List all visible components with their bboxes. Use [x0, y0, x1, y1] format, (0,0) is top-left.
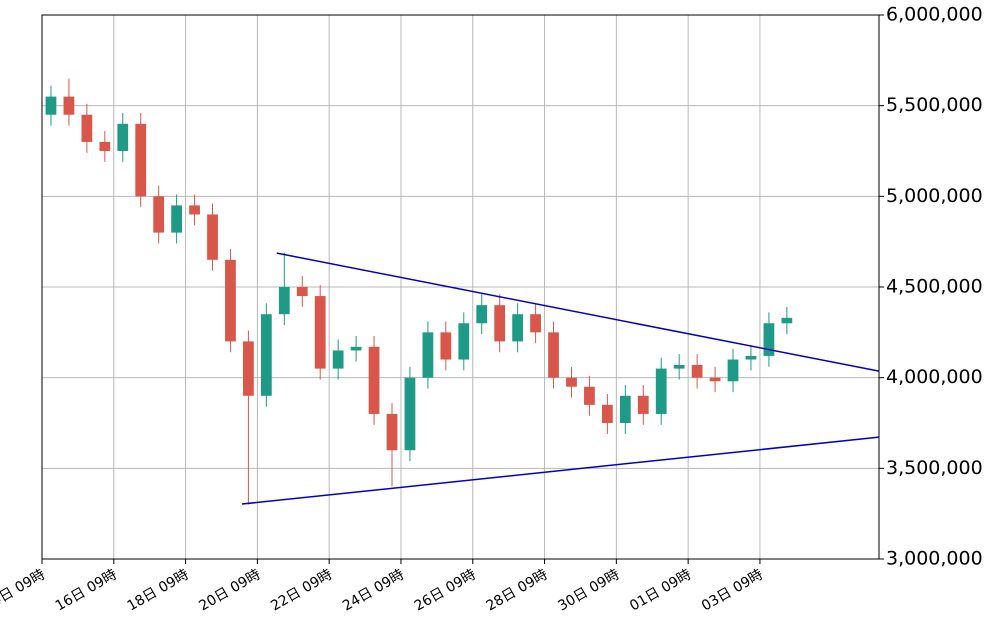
candle-body	[332, 350, 344, 369]
candle-body	[494, 305, 506, 342]
candle-body	[727, 359, 739, 382]
candle-body	[207, 214, 218, 260]
candle-body	[278, 287, 290, 315]
plot-frame	[41, 14, 880, 560]
y-tick-label: 4,500,000	[886, 276, 983, 298]
candle-body	[745, 355, 757, 360]
candle-body	[225, 259, 236, 342]
trend-line	[276, 252, 880, 372]
y-tick-label: 3,500,000	[886, 457, 983, 479]
candle-body	[709, 377, 721, 382]
candle-body	[296, 287, 308, 297]
candle-body	[422, 332, 434, 378]
candle-body	[368, 346, 380, 414]
candle-body	[117, 123, 129, 151]
candle-body	[189, 205, 200, 215]
x-tick-label: 24日 09時	[340, 567, 407, 615]
candle-body	[153, 196, 165, 233]
candle-body	[314, 296, 326, 369]
candle-body	[440, 332, 452, 360]
candle-body	[601, 404, 613, 423]
x-tick-label: 30日 09時	[555, 567, 622, 615]
candle-body	[386, 413, 398, 451]
candle-body	[81, 114, 93, 142]
y-tick-label: 3,000,000	[886, 548, 983, 570]
x-tick-label: 18日 09時	[125, 567, 192, 615]
candle-body	[673, 364, 685, 369]
candle-body	[476, 305, 488, 324]
candle-body	[63, 96, 75, 115]
candle-body	[566, 377, 577, 387]
candle-body	[637, 395, 649, 414]
x-tick-label: 20日 09時	[196, 567, 263, 615]
candle-body	[45, 96, 57, 115]
candle-body	[619, 395, 631, 423]
candle-body	[763, 323, 775, 356]
x-tick-label: 01日 09時	[627, 567, 694, 615]
y-tick-label: 5,500,000	[886, 94, 983, 116]
candle-body	[99, 141, 111, 151]
candle-body	[243, 341, 254, 396]
candle-body	[404, 377, 416, 451]
x-tick-label: 16日 09時	[53, 567, 120, 615]
candle-body	[458, 323, 470, 360]
candle-body	[260, 314, 272, 396]
x-tick-label: 03日 09時	[699, 567, 766, 615]
candle-body	[548, 332, 559, 378]
candle-body	[691, 364, 703, 378]
candle-body	[135, 123, 147, 197]
candle-body	[781, 317, 793, 324]
x-tick-label: 14日 09時	[0, 567, 48, 615]
x-tick-label: 26日 09時	[412, 567, 479, 615]
candle-body	[512, 314, 524, 342]
x-tick-label: 28日 09時	[484, 567, 551, 615]
y-tick-label: 6,000,000	[886, 4, 983, 26]
x-tick-label: 22日 09時	[268, 567, 335, 615]
candle-body	[584, 386, 595, 405]
candle-body	[171, 205, 182, 233]
candle-body	[350, 346, 362, 351]
candle-body	[655, 368, 667, 414]
candle-body	[530, 314, 541, 333]
trend-line	[241, 436, 880, 505]
y-tick-label: 5,000,000	[886, 185, 983, 207]
y-tick-label: 4,000,000	[886, 366, 983, 388]
